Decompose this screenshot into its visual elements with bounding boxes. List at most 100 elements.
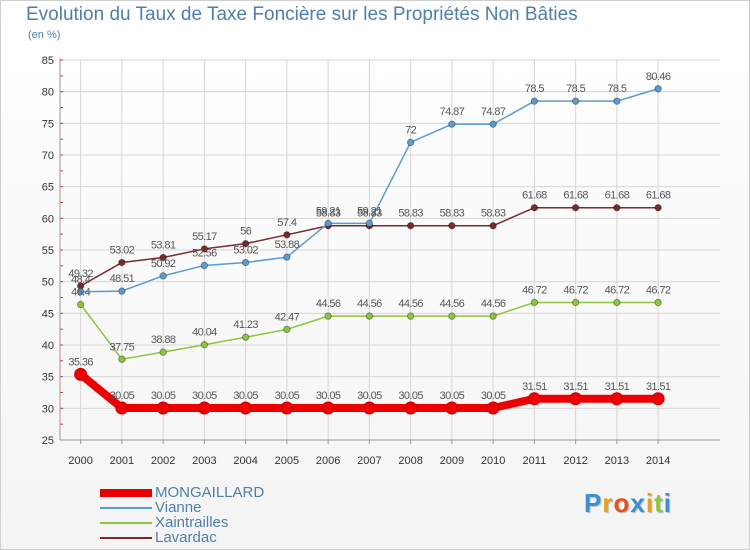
x-tick-label: 2004 [233,455,257,467]
x-tick-label: 2011 [523,455,547,467]
data-point-xaintrailles [406,312,415,320]
data-label-vianne: 53.88 [275,239,300,251]
data-point-vianne [365,219,374,228]
data-point-lavardac [571,203,580,212]
data-label-xaintrailles: 44.56 [398,298,423,310]
x-tick-label: 2003 [192,455,216,467]
data-point-lavardac [200,245,209,253]
logo-letter: P [584,488,603,518]
data-point-lavardac [406,222,415,230]
data-label-lavardac: 53.81 [151,240,176,252]
data-point-lavardac [241,239,250,248]
x-tick-label: 2002 [151,455,175,467]
x-tick-label: 2014 [646,455,670,467]
data-label-xaintrailles: 46.72 [563,284,588,296]
data-label-layer: 35.36 30.05 30.05 30.05 30.05 30.05 30.05 30.05… [68,71,671,402]
data-point-mongaillard [239,401,253,415]
data-point-vianne [530,97,539,105]
chart-title: Evolution du Taux de Taxe Foncière sur l… [26,4,578,25]
data-label-vianne: 59.21 [357,205,382,217]
data-point-vianne [406,138,415,147]
data-point-mongaillard [486,401,500,415]
data-label-mongaillard: 30.05 [357,390,382,402]
data-label-mongaillard: 30.05 [110,390,135,402]
logo-letter: r [602,488,614,518]
y-tick-label: 70 [42,150,54,162]
data-label-vianne: 74.87 [440,106,465,118]
data-point-xaintrailles [241,333,250,341]
y-tick-label: 50 [42,277,54,289]
x-tick-label: 2006 [316,455,340,467]
x-tick-label: 2007 [357,455,381,467]
data-label-mongaillard: 30.05 [481,390,506,402]
logo-letter: i [645,488,655,518]
data-point-mongaillard [651,392,665,406]
data-point-lavardac [489,222,497,230]
data-label-lavardac: 55.17 [192,231,217,243]
data-point-mongaillard [280,401,294,415]
data-label-lavardac: 57.4 [277,217,296,229]
data-label-vianne: 48.4 [71,274,90,286]
data-point-vianne [654,85,662,93]
legend-label-vianne: Vianne [155,499,202,516]
y-tick-label: 55 [42,245,54,257]
data-label-mongaillard: 30.05 [398,390,423,402]
x-tick-label: 2012 [563,455,587,467]
data-label-mongaillard: 31.51 [563,381,588,393]
data-point-xaintrailles [654,298,662,307]
data-label-lavardac: 58.83 [481,208,506,220]
data-label-vianne: 80.46 [646,71,671,83]
data-point-vianne [324,219,332,228]
data-label-mongaillard: 31.51 [646,381,671,393]
data-label-lavardac: 58.83 [440,208,465,220]
logo-letter: t [654,488,664,518]
x-tick-label: 2000 [68,455,92,467]
logo-letter: i [663,488,672,518]
data-label-xaintrailles: 40.04 [192,327,217,339]
data-label-mongaillard: 30.05 [151,390,176,402]
data-label-xaintrailles: 44.56 [481,298,506,310]
legend-swatch-mongaillard [100,489,152,497]
data-point-lavardac [654,203,662,212]
x-tick-label: 2005 [275,455,299,467]
data-label-mongaillard: 30.05 [192,390,217,402]
y-tick-label: 65 [42,182,54,194]
data-label-vianne: 59.21 [316,205,341,217]
data-label-mongaillard: 30.05 [233,390,258,402]
data-point-xaintrailles [159,348,167,356]
data-point-xaintrailles [489,312,497,320]
data-label-lavardac: 61.68 [522,190,547,202]
data-label-lavardac: 58.83 [398,208,423,220]
data-point-mongaillard [362,401,376,415]
legend-item-lavardac: Lavardac [100,529,360,546]
data-point-xaintrailles [118,355,126,363]
data-point-xaintrailles [613,298,621,307]
data-label-vianne: 50.92 [151,258,176,270]
series-layer [74,85,665,415]
y-tick-label: 40 [42,340,54,352]
legend-item-xaintrailles: Xaintrailles [100,514,360,531]
data-point-xaintrailles [76,300,85,309]
data-label-mongaillard: 30.05 [275,390,300,402]
data-label-xaintrailles: 46.72 [605,284,630,296]
x-tick-label: 2013 [605,455,629,467]
logo-letter: x [630,488,646,518]
proxiti-logo: Proxiti [584,488,672,519]
data-point-lavardac [118,258,126,267]
data-label-mongaillard: 31.51 [522,381,547,393]
data-point-mongaillard [156,401,170,415]
data-label-lavardac: 58.83 [357,208,382,220]
data-label-mongaillard: 30.05 [316,390,341,402]
data-label-vianne: 52.56 [192,247,217,259]
data-point-mongaillard [404,401,418,415]
axis-layer: 25 30 35 40 45 50 55 60 65 70 75 80 85 2000 2001 2002 20… [42,55,720,467]
data-label-vianne: 78.5 [607,83,626,95]
data-label-xaintrailles: 38.88 [151,334,176,346]
data-label-mongaillard: 30.05 [440,390,465,402]
data-point-vianne [448,120,456,128]
legend-item-vianne: Vianne [100,499,360,516]
data-label-vianne: 48.51 [110,273,135,285]
y-tick-label: 35 [42,372,54,384]
data-label-vianne: 72 [405,124,417,136]
